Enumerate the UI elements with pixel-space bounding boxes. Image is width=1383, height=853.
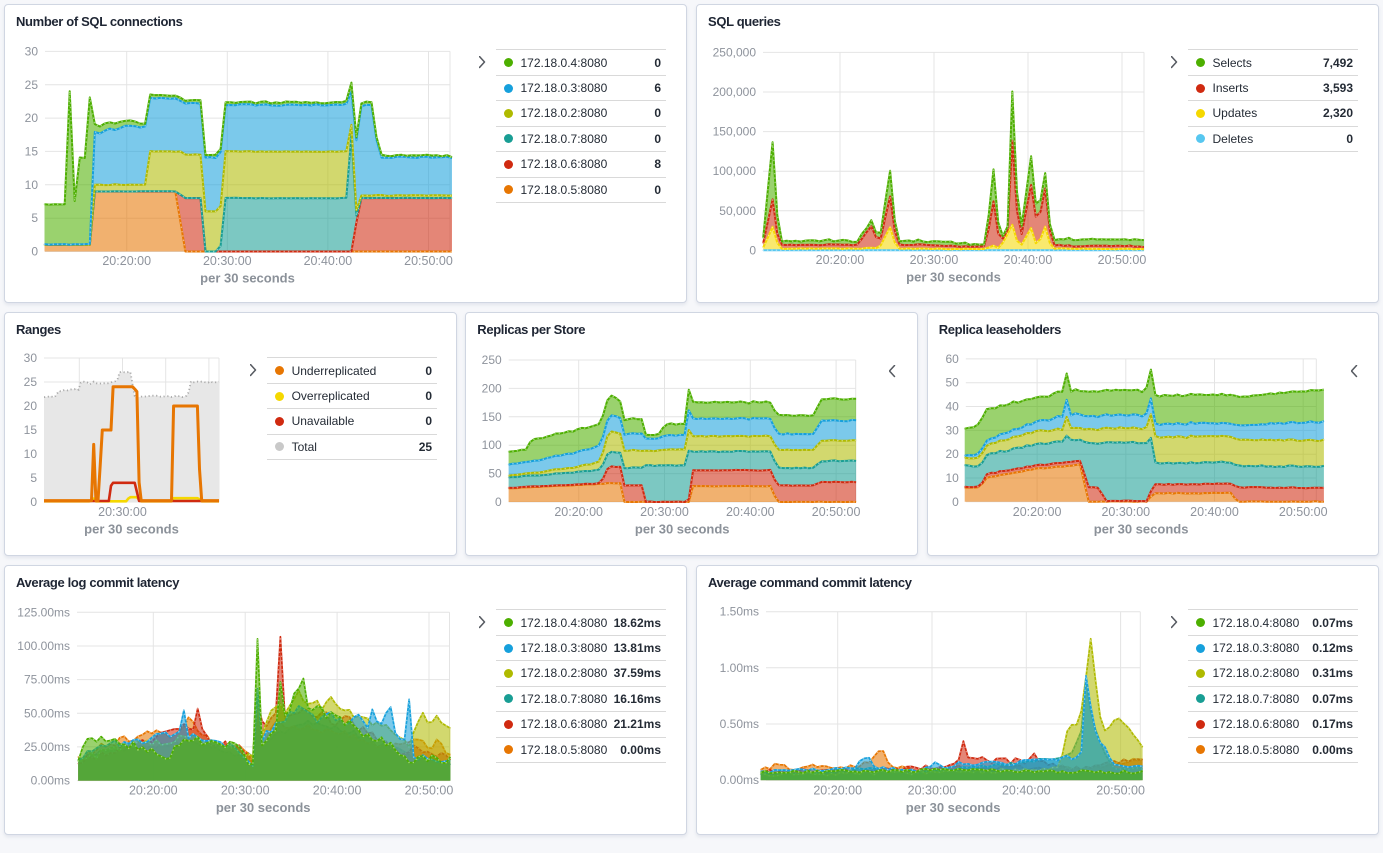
svg-text:20: 20 — [945, 447, 959, 461]
svg-text:25.00ms: 25.00ms — [24, 740, 70, 754]
svg-text:40: 40 — [945, 400, 959, 414]
svg-text:30: 30 — [25, 44, 39, 58]
svg-text:20:40:00: 20:40:00 — [1004, 253, 1053, 267]
svg-text:250,000: 250,000 — [713, 45, 757, 59]
svg-text:per 30 seconds: per 30 seconds — [84, 522, 179, 537]
svg-text:0.00ms: 0.00ms — [31, 774, 70, 788]
svg-text:150: 150 — [482, 410, 502, 424]
svg-text:30: 30 — [945, 423, 959, 437]
svg-text:20:20:00: 20:20:00 — [813, 784, 862, 798]
svg-text:0.50ms: 0.50ms — [720, 717, 759, 731]
svg-text:20:30:00: 20:30:00 — [203, 254, 252, 268]
svg-text:100,000: 100,000 — [713, 164, 757, 178]
svg-text:20:20:00: 20:20:00 — [816, 253, 865, 267]
svg-text:20:50:00: 20:50:00 — [405, 784, 454, 798]
svg-text:100: 100 — [482, 438, 502, 452]
svg-text:20:20:00: 20:20:00 — [1012, 505, 1061, 519]
svg-text:20:30:00: 20:30:00 — [910, 253, 959, 267]
svg-text:75.00ms: 75.00ms — [24, 673, 70, 687]
svg-text:150,000: 150,000 — [713, 125, 757, 139]
svg-text:15: 15 — [25, 144, 39, 158]
svg-text:20:50:00: 20:50:00 — [404, 254, 453, 268]
svg-text:125.00ms: 125.00ms — [17, 605, 70, 619]
svg-text:0: 0 — [495, 495, 502, 509]
svg-text:per 30 seconds: per 30 seconds — [200, 271, 295, 286]
svg-text:20:50:00: 20:50:00 — [1096, 784, 1145, 798]
svg-text:5: 5 — [31, 211, 38, 225]
svg-text:20:50:00: 20:50:00 — [1279, 505, 1328, 519]
svg-text:20:50:00: 20:50:00 — [1098, 253, 1147, 267]
svg-text:50: 50 — [489, 467, 503, 481]
svg-text:30: 30 — [24, 351, 38, 365]
svg-text:60: 60 — [945, 352, 959, 366]
svg-text:10: 10 — [24, 447, 38, 461]
svg-text:20: 20 — [25, 111, 39, 125]
svg-text:50: 50 — [945, 376, 959, 390]
svg-text:20:40:00: 20:40:00 — [304, 254, 353, 268]
svg-text:20:20:00: 20:20:00 — [102, 254, 151, 268]
svg-text:per 30 seconds: per 30 seconds — [906, 800, 1001, 815]
svg-text:50,000: 50,000 — [719, 204, 756, 218]
svg-text:200,000: 200,000 — [713, 85, 757, 99]
svg-text:250: 250 — [482, 353, 502, 367]
svg-text:20:30:00: 20:30:00 — [1101, 505, 1150, 519]
svg-text:20:20:00: 20:20:00 — [129, 784, 178, 798]
svg-text:20: 20 — [24, 399, 38, 413]
svg-text:per 30 seconds: per 30 seconds — [1093, 522, 1188, 537]
svg-text:0: 0 — [749, 243, 756, 257]
svg-text:per 30 seconds: per 30 seconds — [635, 522, 730, 537]
svg-text:5: 5 — [30, 471, 37, 485]
svg-text:200: 200 — [482, 381, 502, 395]
svg-text:10: 10 — [25, 178, 39, 192]
svg-text:20:30:00: 20:30:00 — [98, 505, 147, 519]
svg-text:per 30 seconds: per 30 seconds — [906, 269, 1001, 284]
svg-text:20:20:00: 20:20:00 — [555, 505, 604, 519]
svg-text:20:40:00: 20:40:00 — [726, 505, 775, 519]
svg-text:20:40:00: 20:40:00 — [313, 784, 362, 798]
svg-text:1.50ms: 1.50ms — [720, 605, 759, 619]
svg-text:20:30:00: 20:30:00 — [221, 784, 270, 798]
svg-text:20:40:00: 20:40:00 — [1002, 784, 1051, 798]
svg-text:0: 0 — [31, 245, 38, 259]
svg-text:1.00ms: 1.00ms — [720, 661, 759, 675]
svg-text:20:30:00: 20:30:00 — [640, 505, 689, 519]
svg-text:20:30:00: 20:30:00 — [908, 784, 957, 798]
svg-text:25: 25 — [24, 375, 38, 389]
svg-text:0.00ms: 0.00ms — [720, 773, 759, 787]
svg-text:0: 0 — [952, 495, 959, 509]
svg-text:100.00ms: 100.00ms — [17, 639, 70, 653]
svg-text:20:40:00: 20:40:00 — [1190, 505, 1239, 519]
svg-text:10: 10 — [945, 471, 959, 485]
svg-text:0: 0 — [30, 495, 37, 509]
svg-text:20:50:00: 20:50:00 — [812, 505, 861, 519]
svg-text:per 30 seconds: per 30 seconds — [216, 800, 311, 815]
svg-text:50.00ms: 50.00ms — [24, 706, 70, 720]
svg-text:15: 15 — [24, 423, 38, 437]
svg-text:25: 25 — [25, 78, 39, 92]
